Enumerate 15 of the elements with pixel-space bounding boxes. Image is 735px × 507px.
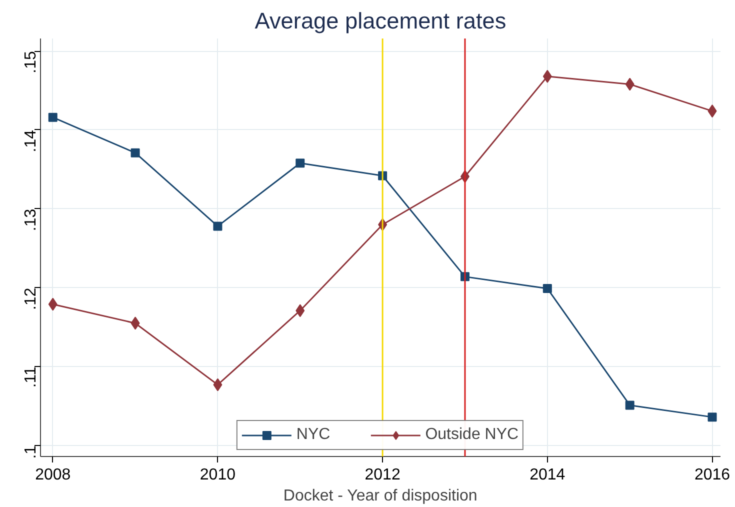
y-tick-label: .14	[22, 130, 40, 152]
y-tick-label: .11	[22, 366, 40, 388]
x-tick-label: 2016	[694, 466, 730, 484]
x-axis-title: Docket - Year of disposition	[283, 488, 478, 504]
y-tick-label: .1	[22, 445, 40, 459]
y-tick-label: .15	[22, 51, 40, 74]
x-tick-label: 2010	[200, 466, 236, 484]
x-tick-label: 2014	[530, 466, 566, 484]
y-tick-label: .13	[22, 208, 40, 232]
legend-label: NYC	[296, 426, 330, 444]
x-tick-label: 2008	[35, 466, 71, 484]
y-tick-label: .12	[22, 288, 40, 310]
x-tick-label: 2012	[364, 466, 400, 484]
chart-title: Average placement rates	[254, 8, 506, 34]
legend-label: Outside NYC	[425, 426, 519, 444]
